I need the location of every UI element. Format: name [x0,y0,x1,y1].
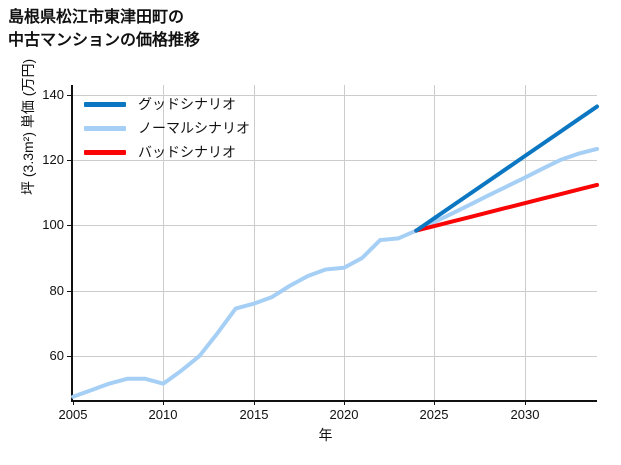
x-tick-mark [344,400,345,405]
x-axis-label-host: 年 [0,425,621,445]
y-tick-mark [67,160,73,161]
y-tick-mark [67,291,73,292]
series-line [414,182,599,233]
x-axis-label: 年 [318,427,333,443]
legend-item-label: グッドシナリオ [138,96,236,112]
y-tick-mark [67,225,73,226]
y-tick-label: 80 [49,283,64,298]
x-tick-label: 2005 [58,407,88,422]
gridline-vertical [163,85,164,400]
y-axis-label: 坪 (3.3m²) 単価 (万円) [20,58,36,195]
chart-legend: グッドシナリオ ノーマルシナリオ バッドシナリオ [78,88,260,170]
series-line [71,146,599,399]
x-tick-mark [163,400,164,405]
gridline-horizontal [73,95,597,96]
legend-item[interactable]: ノーマルシナリオ [84,116,250,140]
y-tick-label: 100 [42,217,64,232]
legend-item-label: ノーマルシナリオ [138,120,250,136]
y-tick-label: 140 [42,87,64,102]
chart-title-line-1: 島根県松江市東津田町の [8,9,185,26]
legend-color-swatch [84,149,126,155]
gridline-horizontal [73,291,597,292]
gridline-vertical [525,85,526,400]
legend-item[interactable]: グッドシナリオ [84,92,250,116]
series-lines [71,104,599,399]
legend-item-label: バッドシナリオ [138,144,236,160]
x-tick-label: 2030 [510,407,540,422]
x-tick-mark [73,400,74,405]
gridline-vertical [254,85,255,400]
x-tick-label: 2025 [419,407,449,422]
x-tick-label: 2020 [329,407,359,422]
legend-color-swatch [84,125,126,131]
chart-title-line-2: 中古マンションの価格推移 [8,32,201,50]
gridline-vertical [434,85,435,400]
chart-title: 島根県松江市東津田町の 中古マンションの価格推移 [8,6,428,52]
legend-color-swatch [84,101,126,107]
x-tick-label: 2015 [239,407,269,422]
x-tick-mark [525,400,526,405]
y-tick-label: 60 [49,348,64,363]
legend-item[interactable]: バッドシナリオ [84,140,250,164]
gridline-vertical [344,85,345,400]
x-tick-mark [254,400,255,405]
gridline-horizontal [73,160,597,161]
gridline-horizontal [73,356,597,357]
y-tick-label: 120 [42,152,64,167]
gridline-horizontal [73,225,597,226]
y-tick-mark [67,356,73,357]
series-line [414,104,599,233]
y-tick-mark [67,95,73,96]
x-tick-mark [434,400,435,405]
x-tick-label: 2010 [148,407,178,422]
plot-area: 60 80 100 120 140 2005 2010 2015 2020 2025 2030 [42,85,599,421]
